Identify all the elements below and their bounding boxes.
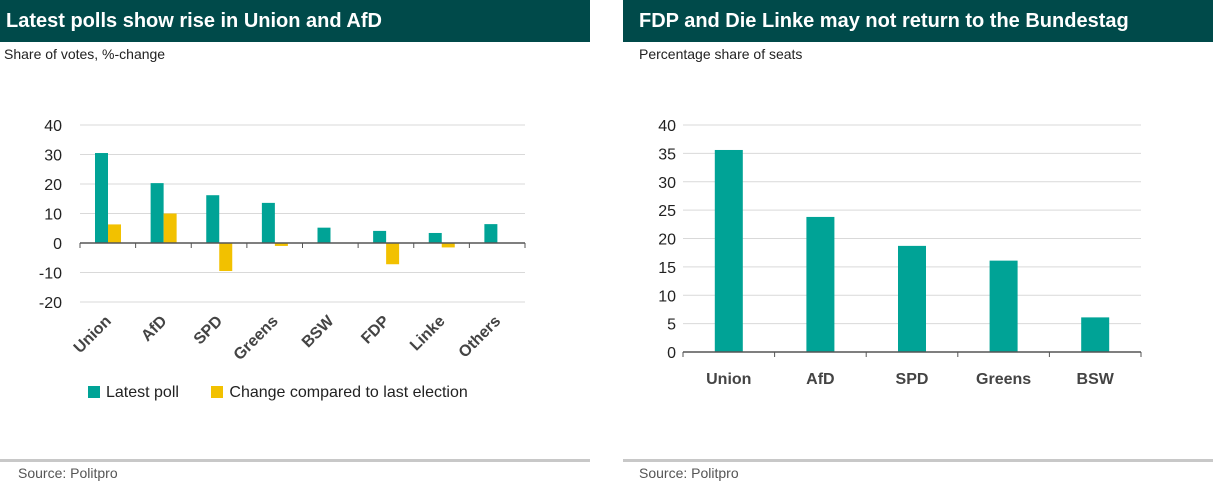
y-tick-label: 0 bbox=[53, 236, 62, 253]
bar-union bbox=[714, 149, 743, 352]
x-tick-label-spd: SPD bbox=[191, 313, 226, 348]
y-tick-label: 40 bbox=[44, 118, 62, 135]
bar-greens bbox=[989, 260, 1018, 352]
y-tick-label: 0 bbox=[667, 345, 676, 362]
right-chart-subtitle: Percentage share of seats bbox=[639, 46, 803, 62]
right-bar-chart: 40 35 30 25 20 15 10 5 0 Union AfD SPD Greens BSW bbox=[658, 118, 1142, 388]
y-tick-label: 25 bbox=[658, 203, 676, 220]
left-chart-legend: Latest poll Change compared to last elec… bbox=[88, 384, 496, 402]
legend-label-change: Change compared to last election bbox=[229, 384, 468, 401]
right-chart-panel: FDP and Die Linke may not return to the … bbox=[623, 0, 1213, 486]
right-source-divider bbox=[623, 459, 1213, 462]
bar-change-compared-to-last-election-afd bbox=[163, 213, 177, 243]
bar-latest-poll-afd bbox=[150, 183, 164, 243]
bar-spd bbox=[898, 245, 926, 352]
y-tick-label: -10 bbox=[39, 266, 62, 283]
y-tick-label: 30 bbox=[44, 148, 62, 165]
x-tick-label-greens: Greens bbox=[976, 371, 1031, 388]
bar-change-compared-to-last-election-fdp bbox=[386, 243, 400, 265]
y-tick-label: 5 bbox=[667, 317, 676, 334]
left-source-text: Source: Politpro bbox=[18, 465, 118, 481]
y-tick-label: 10 bbox=[44, 207, 62, 224]
legend-swatch-change bbox=[211, 386, 224, 398]
bar-change-compared-to-last-election-union bbox=[108, 224, 121, 243]
bar-change-compared-to-last-election-greens bbox=[274, 243, 288, 246]
left-chart-panel: Latest polls show rise in Union and AfD … bbox=[0, 0, 590, 486]
y-tick-label: 30 bbox=[658, 175, 676, 192]
y-tick-label: 40 bbox=[658, 118, 676, 135]
x-tick-label-greens: Greens bbox=[231, 313, 282, 364]
x-tick-label-fdp: FDP bbox=[358, 313, 393, 348]
x-tick-label-union: Union bbox=[71, 313, 115, 357]
y-tick-label: 10 bbox=[658, 288, 676, 305]
left-source-divider bbox=[0, 459, 590, 462]
left-chart-title: Latest polls show rise in Union and AfD bbox=[0, 0, 590, 42]
x-tick-label-afd: AfD bbox=[806, 371, 834, 388]
y-tick-label: -20 bbox=[39, 295, 62, 312]
y-tick-label: 15 bbox=[658, 260, 676, 277]
bar-latest-poll-linke bbox=[428, 232, 442, 243]
right-chart-title: FDP and Die Linke may not return to the … bbox=[623, 0, 1213, 42]
bar-latest-poll-greens bbox=[261, 202, 275, 243]
x-tick-label-others: Others bbox=[456, 313, 505, 362]
legend-item-latest-poll: Latest poll bbox=[88, 384, 179, 402]
x-tick-label-union: Union bbox=[706, 371, 751, 388]
legend-item-change: Change compared to last election bbox=[211, 384, 468, 402]
bar-change-compared-to-last-election-linke bbox=[441, 243, 455, 248]
legend-label-latest-poll: Latest poll bbox=[106, 384, 179, 401]
bar-latest-poll-bsw bbox=[317, 227, 331, 243]
bar-latest-poll-fdp bbox=[373, 230, 387, 243]
bar-latest-poll-spd bbox=[206, 195, 220, 243]
y-tick-label: 20 bbox=[44, 177, 62, 194]
bar-bsw bbox=[1081, 317, 1110, 352]
x-tick-label-spd: SPD bbox=[896, 371, 929, 388]
y-tick-label: 35 bbox=[658, 146, 676, 163]
legend-swatch-latest-poll bbox=[88, 386, 100, 398]
right-source-text: Source: Politpro bbox=[639, 465, 739, 481]
left-bar-chart: 40 30 20 10 0 -10 -20 Union AfD SPD Greens BSW FDP Li… bbox=[39, 118, 526, 364]
x-tick-label-linke: Linke bbox=[407, 313, 449, 355]
x-tick-label-bsw: BSW bbox=[299, 312, 338, 351]
left-chart-subtitle: Share of votes, %-change bbox=[4, 46, 166, 62]
x-tick-label-afd: AfD bbox=[138, 313, 170, 345]
bar-latest-poll-union bbox=[95, 153, 108, 243]
x-tick-label-bsw: BSW bbox=[1077, 371, 1115, 388]
y-tick-label: 20 bbox=[658, 232, 676, 249]
bar-latest-poll-others bbox=[484, 224, 498, 243]
bar-change-compared-to-last-election-spd bbox=[219, 243, 233, 272]
bar-afd bbox=[806, 216, 835, 352]
